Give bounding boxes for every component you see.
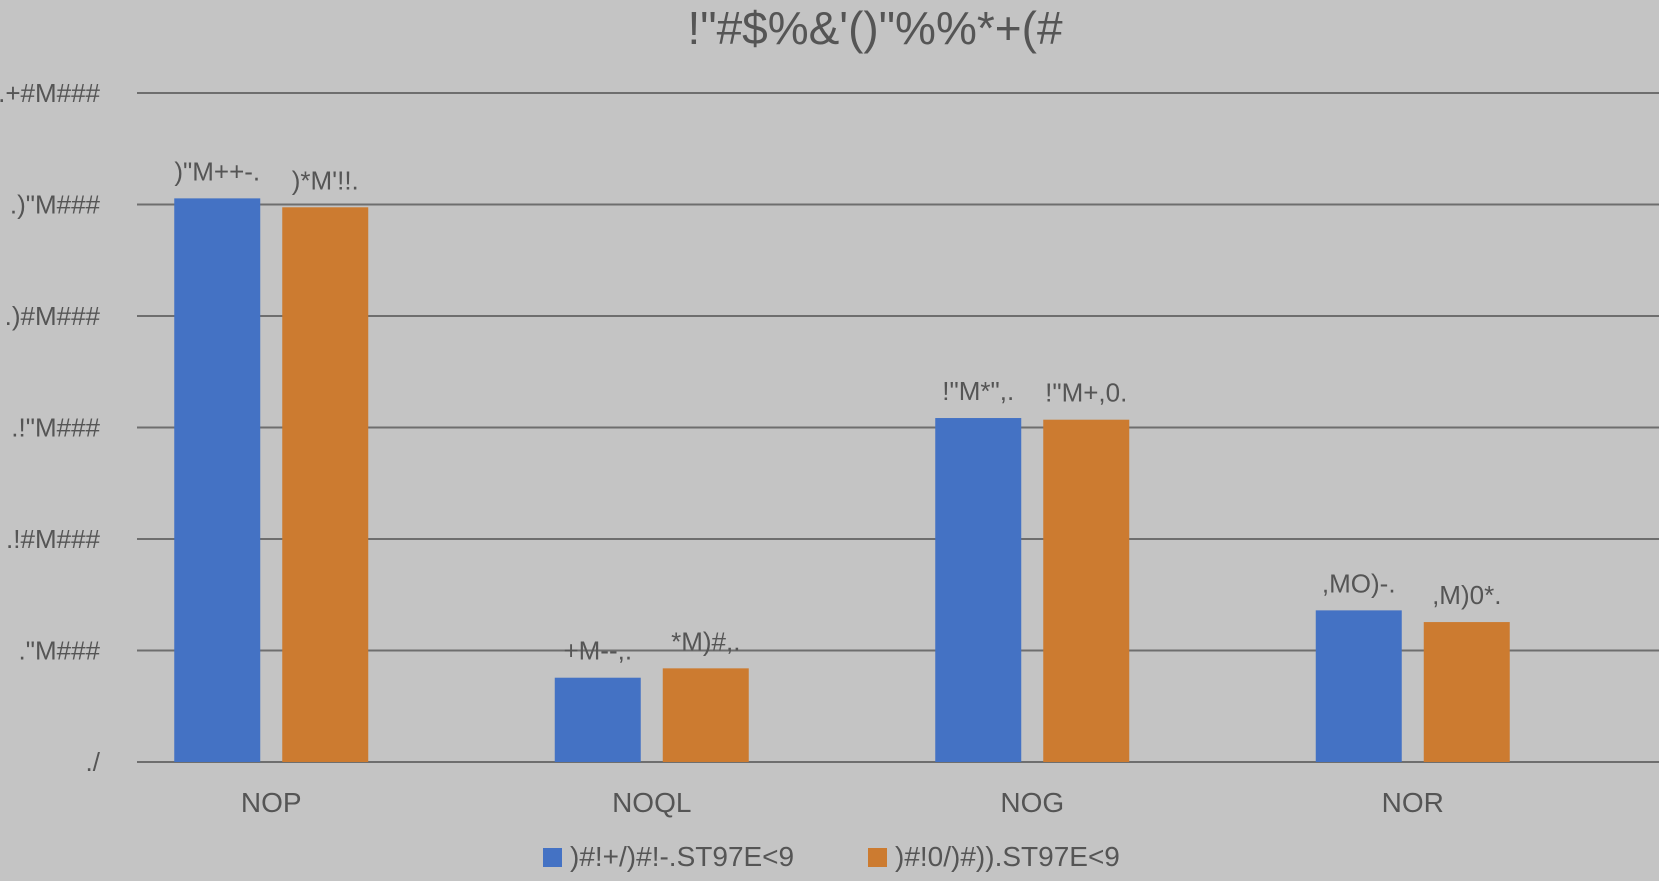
bar-nop-series-2 [282, 207, 369, 763]
data-labels: )"M++-. )*M'!!. +M--,. *M)#,. !"M*",. !"M+,0.… [174, 156, 1501, 665]
data-label: +M--,. [563, 636, 632, 666]
data-label: )"M++-. [174, 156, 260, 186]
bar-noql-series-2 [662, 668, 749, 762]
bar-nog-series-1 [935, 418, 1022, 762]
y-tick-label: .)"M### [10, 190, 101, 220]
y-tick-label: .+#M### [0, 78, 101, 108]
x-tick-label: NOP [241, 787, 302, 818]
y-tick-label: .!"M### [11, 413, 100, 443]
y-tick-label: ."M### [19, 636, 101, 666]
bars [174, 198, 1510, 763]
y-axis-ticks: ./ ."M### .!#M### .!"M### .)#M### .)"M### .+#M… [0, 78, 101, 777]
y-tick-label: .!#M### [6, 524, 100, 554]
data-label: !"M+,0. [1045, 378, 1127, 408]
bar-nop-series-1 [174, 198, 261, 762]
bar-nor-series-1 [1315, 610, 1402, 762]
chart-title: !"#$%&'()"%%*+(# [687, 2, 1062, 54]
data-label: *M)#,. [671, 626, 740, 656]
data-label: !"M*",. [942, 376, 1014, 406]
legend-label-1: )#!+/)#!-.ST97E<9 [570, 841, 794, 872]
bar-nor-series-2 [1423, 622, 1510, 762]
x-axis-categories: NOP NOQL NOG NOR [241, 787, 1444, 818]
x-tick-label: NOG [1000, 787, 1064, 818]
legend: )#!+/)#!-.ST97E<9 )#!0/)#)).ST97E<9 [543, 841, 1120, 872]
data-label: ,M)0*. [1432, 580, 1501, 610]
data-label: )*M'!!. [292, 165, 359, 195]
y-tick-label: .)#M### [5, 301, 101, 331]
legend-swatch-2 [868, 848, 887, 867]
data-label: ,MO)-. [1322, 568, 1396, 598]
bar-noql-series-1 [554, 677, 641, 762]
bar-nog-series-2 [1043, 419, 1130, 762]
x-tick-label: NOQL [612, 787, 691, 818]
legend-label-2: )#!0/)#)).ST97E<9 [895, 841, 1120, 872]
legend-swatch-1 [543, 848, 562, 867]
y-tick-label: ./ [86, 747, 101, 777]
x-tick-label: NOR [1382, 787, 1444, 818]
gridlines [137, 92, 1659, 763]
